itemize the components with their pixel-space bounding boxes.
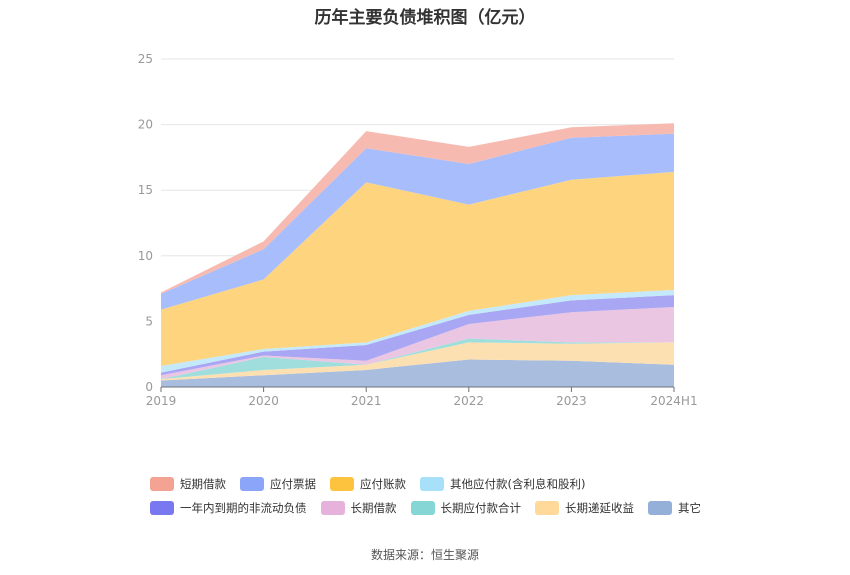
- y-tick-label: 15: [138, 183, 153, 197]
- legend-label: 短期借款: [180, 477, 226, 491]
- legend-item[interactable]: 其它: [648, 500, 701, 516]
- legend: 短期借款 应付票据 应付账款 其他应付款(含利息和股利) 一年内到期的非流动负债 长期借款…: [150, 472, 770, 520]
- area-series-长期递延收益: [161, 342, 674, 381]
- y-tick-label: 20: [138, 118, 153, 132]
- legend-item[interactable]: 长期借款: [320, 500, 397, 516]
- legend-label: 应付账款: [360, 477, 406, 491]
- y-tick-label: 5: [145, 314, 153, 328]
- legend-item[interactable]: 短期借款: [150, 476, 226, 492]
- legend-label: 长期借款: [350, 501, 397, 515]
- legend-label: 长期递延收益: [565, 501, 634, 515]
- area-series-应付票据: [161, 133, 674, 310]
- legend-label: 长期应付款合计: [440, 501, 522, 515]
- legend-swatch: [150, 477, 174, 491]
- legend-swatch: [420, 477, 444, 491]
- x-tick-label: 2022: [454, 394, 485, 408]
- legend-item[interactable]: 应付账款: [330, 476, 406, 492]
- legend-swatch: [648, 501, 672, 515]
- chart-title: 历年主要负债堆积图（亿元）: [314, 8, 536, 28]
- x-tick-label: 2024H1: [650, 394, 697, 408]
- stacked-area-chart: 0 5 10 15 20 25 2019 2020 2021 2022 2023 2024H1: [138, 52, 698, 408]
- legend-swatch: [330, 477, 354, 491]
- area-series-一年内到期的非流动负债: [161, 295, 674, 376]
- y-tick-label: 10: [138, 249, 153, 263]
- area-series-长期借款: [161, 306, 674, 380]
- legend-label: 其它: [678, 501, 701, 515]
- legend-item[interactable]: 一年内到期的非流动负债: [150, 500, 307, 516]
- legend-item[interactable]: 其他应付款(含利息和股利): [420, 476, 585, 492]
- legend-label: 应付票据: [270, 477, 316, 491]
- axis-layer: 0 5 10 15 20 25 2019 2020 2021 2022 2023 2024H1: [138, 52, 698, 408]
- legend-swatch: [240, 477, 264, 491]
- area-series-长期应付款合计: [161, 338, 674, 380]
- x-tick-label: 2021: [351, 394, 382, 408]
- legend-swatch: [410, 501, 435, 515]
- area-layer: [161, 123, 674, 387]
- x-tick-label: 2019: [146, 394, 177, 408]
- legend-row: 一年内到期的非流动负债 长期借款 长期应付款合计 长期递延收益 其它: [150, 496, 770, 520]
- legend-row: 短期借款 应付票据 应付账款 其他应付款(含利息和股利): [150, 472, 770, 496]
- legend-label: 其他应付款(含利息和股利): [450, 477, 586, 491]
- area-series-应付账款: [161, 171, 674, 367]
- data-source: 数据来源：恒生聚源: [370, 548, 479, 562]
- legend-swatch: [320, 501, 345, 515]
- y-tick-label: 25: [138, 52, 153, 66]
- x-tick-label: 2023: [556, 394, 587, 408]
- x-tick-label: 2020: [248, 394, 279, 408]
- legend-swatch: [150, 501, 174, 515]
- legend-item[interactable]: 应付票据: [240, 476, 316, 492]
- y-tick-label: 0: [145, 380, 153, 394]
- legend-label: 一年内到期的非流动负债: [180, 501, 307, 515]
- area-series-其它: [161, 359, 674, 387]
- legend-item[interactable]: 长期应付款合计: [410, 500, 522, 516]
- legend-item[interactable]: 长期递延收益: [535, 500, 634, 516]
- legend-swatch: [535, 501, 559, 515]
